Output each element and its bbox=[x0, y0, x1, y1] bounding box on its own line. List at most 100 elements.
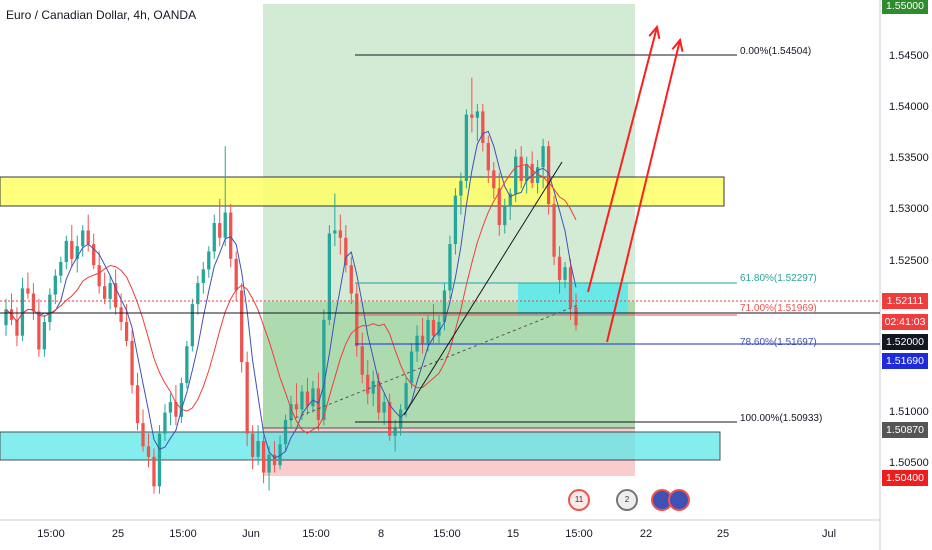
candle bbox=[283, 414, 288, 452]
resistance-zone bbox=[0, 176, 725, 207]
candle-body bbox=[70, 240, 74, 259]
fib-level-label: 0.00%(1.54504) bbox=[740, 46, 812, 57]
candle-body bbox=[103, 286, 107, 299]
candle-body bbox=[108, 283, 112, 299]
candle bbox=[9, 293, 14, 326]
candle bbox=[437, 314, 441, 344]
candle-body bbox=[234, 258, 238, 291]
price-tick-label: 1.53500 bbox=[889, 152, 929, 164]
candle bbox=[201, 262, 205, 294]
candle-body bbox=[546, 146, 551, 205]
candle-body bbox=[453, 195, 458, 245]
candle-body bbox=[152, 456, 156, 487]
candle-body bbox=[448, 244, 452, 291]
candle bbox=[404, 377, 408, 417]
candle bbox=[64, 235, 68, 270]
flag-event-icon[interactable] bbox=[668, 489, 690, 511]
candle-body bbox=[459, 180, 463, 196]
candle bbox=[190, 298, 194, 352]
candle-body bbox=[344, 237, 348, 266]
candle bbox=[448, 235, 452, 299]
candle-body bbox=[185, 346, 189, 384]
candle bbox=[229, 204, 233, 268]
candle-body bbox=[130, 340, 134, 386]
candle bbox=[426, 314, 430, 352]
candle-body bbox=[163, 412, 167, 434]
candle-body bbox=[525, 164, 529, 181]
candle-body bbox=[229, 212, 233, 259]
candle-body bbox=[382, 402, 386, 413]
candle-body bbox=[207, 251, 211, 270]
price-tick-label: 1.52500 bbox=[889, 255, 929, 267]
candle-body bbox=[311, 388, 315, 407]
candle bbox=[464, 109, 469, 189]
candle bbox=[546, 140, 551, 215]
price-tick-label: 1.50500 bbox=[889, 457, 929, 469]
candle bbox=[371, 370, 375, 407]
candle-body bbox=[113, 283, 118, 308]
candle-body bbox=[338, 230, 342, 238]
candle-body bbox=[135, 385, 140, 424]
support-zone bbox=[0, 431, 721, 461]
price-tick-label: 1.54500 bbox=[889, 50, 929, 62]
candle bbox=[108, 275, 112, 310]
candle-body bbox=[15, 319, 19, 336]
candle-body bbox=[497, 188, 501, 226]
news-event-icon[interactable]: 2 bbox=[616, 489, 638, 511]
candle-body bbox=[492, 170, 496, 189]
candle-body bbox=[557, 256, 562, 280]
candle bbox=[333, 193, 337, 247]
arrow-head bbox=[648, 24, 661, 39]
candle-body bbox=[37, 311, 41, 350]
candle-body bbox=[316, 388, 321, 420]
time-tick-label: Jun bbox=[242, 528, 260, 540]
candle-body bbox=[420, 335, 425, 344]
candle bbox=[420, 317, 425, 354]
symbol-title: Euro / Canadian Dollar, 4h, OANDA bbox=[6, 8, 197, 22]
candle-body bbox=[190, 304, 194, 347]
candle bbox=[53, 269, 57, 305]
candle-body bbox=[333, 230, 337, 234]
candle-body bbox=[377, 380, 381, 413]
fib-level-label: 100.00%(1.50933) bbox=[740, 413, 823, 424]
candle bbox=[234, 251, 238, 301]
candle-body bbox=[179, 383, 184, 417]
candle bbox=[535, 159, 540, 194]
candle bbox=[481, 104, 485, 152]
arrow-head bbox=[671, 37, 684, 52]
candle bbox=[218, 198, 222, 247]
candle bbox=[355, 283, 359, 357]
candle-body bbox=[508, 193, 512, 207]
candle-body bbox=[475, 111, 479, 118]
candle bbox=[289, 395, 293, 428]
price-badge: 1.50400 bbox=[882, 470, 928, 486]
candle bbox=[322, 309, 326, 426]
candle-body bbox=[256, 441, 260, 457]
candle-body bbox=[31, 293, 36, 312]
candle bbox=[497, 172, 501, 236]
trendline bbox=[403, 161, 563, 416]
candle bbox=[130, 330, 134, 394]
candle-body bbox=[48, 294, 52, 323]
candle-body bbox=[426, 319, 430, 344]
time-tick-label: 15:00 bbox=[302, 528, 330, 540]
candle-body bbox=[81, 230, 85, 247]
candle bbox=[305, 377, 310, 415]
candle bbox=[453, 188, 458, 255]
candle-body bbox=[240, 290, 244, 363]
candle bbox=[37, 298, 41, 357]
candle bbox=[86, 214, 90, 252]
time-tick-label: Jul bbox=[821, 528, 837, 540]
candle-body bbox=[42, 322, 47, 350]
candle bbox=[4, 298, 8, 336]
candle-body bbox=[20, 288, 25, 336]
candle-body bbox=[223, 212, 227, 238]
candle-body bbox=[563, 267, 567, 280]
candle bbox=[508, 188, 512, 220]
candle bbox=[42, 314, 47, 357]
candle bbox=[557, 246, 562, 294]
candle-body bbox=[393, 427, 397, 436]
news-event-icon[interactable]: 11 bbox=[568, 489, 590, 511]
candle-body bbox=[431, 319, 436, 336]
